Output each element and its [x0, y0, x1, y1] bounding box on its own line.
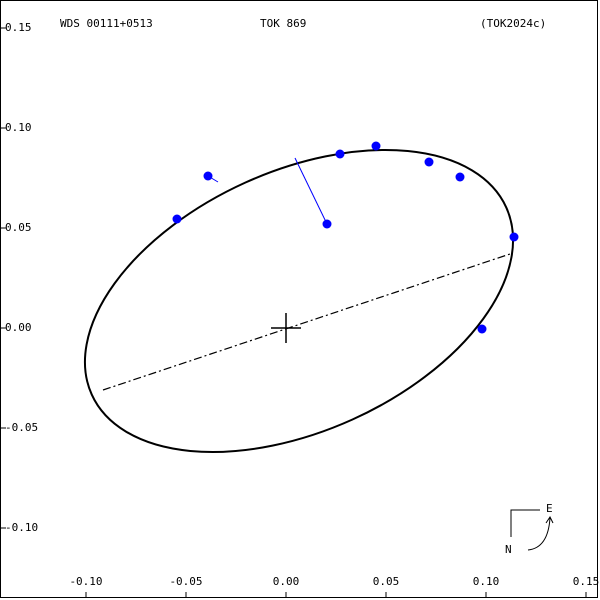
- y-tick-label: 0.05: [5, 221, 32, 234]
- observation: [455, 172, 465, 182]
- primary-star: [271, 313, 301, 343]
- x-tick-label: 0.15: [573, 575, 600, 588]
- observation: [322, 219, 332, 229]
- compass-arrow: [527, 516, 554, 551]
- x-tick-label: 0.10: [473, 575, 500, 588]
- x-tick-label: -0.05: [169, 575, 202, 588]
- line-of-nodes: [102, 253, 511, 391]
- x-tick-label: -0.10: [69, 575, 102, 588]
- reference: (TOK2024c): [480, 17, 546, 30]
- y-tick-label: 0.10: [5, 121, 32, 134]
- compass: E N: [505, 502, 554, 556]
- observation: [172, 214, 182, 224]
- compass-north: N: [505, 543, 512, 556]
- y-tick-label: -0.05: [5, 421, 38, 434]
- x-tick-label: 0.05: [373, 575, 400, 588]
- compass-axes: [510, 509, 540, 537]
- x-tick-label: 0.00: [273, 575, 300, 588]
- orbit: [83, 149, 515, 453]
- compass-east: E: [546, 502, 553, 515]
- observation: [203, 171, 213, 181]
- chart-title: TOK 869: [260, 17, 306, 30]
- residual: [294, 157, 328, 225]
- observation: [335, 149, 345, 159]
- y-tick-label: 0.15: [5, 21, 32, 34]
- observation: [509, 232, 519, 242]
- y-tick-label: -0.10: [5, 521, 38, 534]
- y-tick-label: 0.00: [5, 321, 32, 334]
- chart-subtitle: WDS 00111+0513: [60, 17, 153, 30]
- observation: [424, 157, 434, 167]
- observation: [371, 141, 381, 151]
- observation: [477, 324, 487, 334]
